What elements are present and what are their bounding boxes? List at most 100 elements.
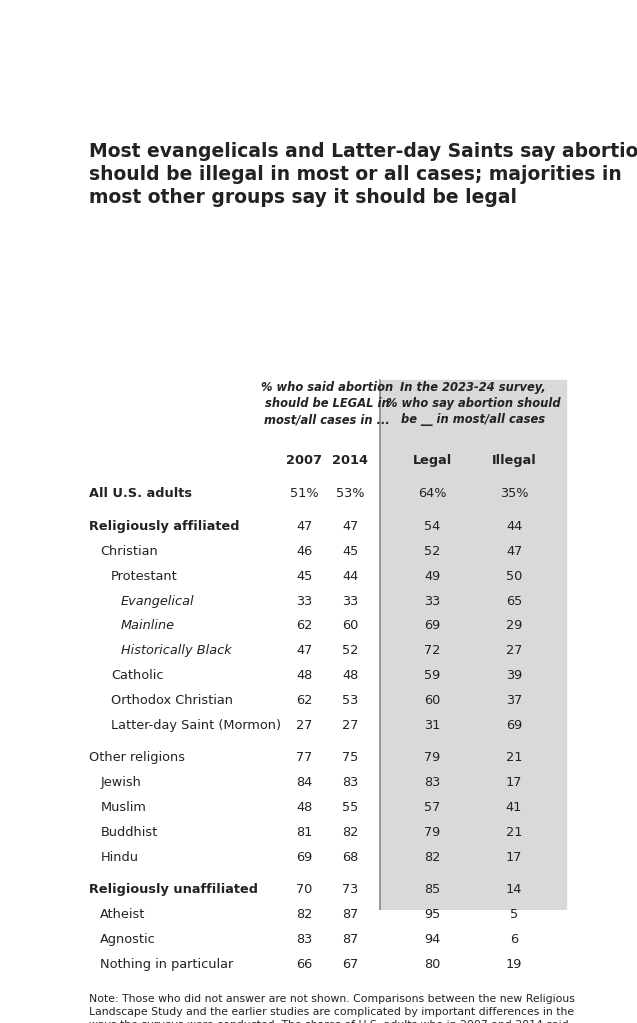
Text: Atheist: Atheist xyxy=(101,908,146,921)
Text: Religiously unaffiliated: Religiously unaffiliated xyxy=(89,883,259,896)
Text: 65: 65 xyxy=(506,594,522,608)
Text: 53%: 53% xyxy=(336,488,364,500)
Text: 80: 80 xyxy=(424,958,441,971)
Text: 79: 79 xyxy=(424,826,441,839)
Text: 33: 33 xyxy=(296,594,312,608)
Text: 48: 48 xyxy=(296,801,312,814)
Text: 68: 68 xyxy=(342,850,358,863)
Text: 57: 57 xyxy=(424,801,441,814)
Text: 87: 87 xyxy=(342,908,358,921)
Text: 45: 45 xyxy=(296,570,312,583)
Text: 14: 14 xyxy=(506,883,522,896)
Text: 44: 44 xyxy=(506,520,522,533)
Text: 21: 21 xyxy=(506,826,522,839)
Text: 83: 83 xyxy=(296,933,312,946)
Text: 41: 41 xyxy=(506,801,522,814)
Text: Christian: Christian xyxy=(101,545,158,558)
Text: 2007: 2007 xyxy=(286,453,322,466)
Text: 54: 54 xyxy=(424,520,441,533)
Text: Orthodox Christian: Orthodox Christian xyxy=(111,694,233,707)
Text: 50: 50 xyxy=(506,570,522,583)
Text: Agnostic: Agnostic xyxy=(101,933,156,946)
Text: 21: 21 xyxy=(506,751,522,764)
Text: 33: 33 xyxy=(342,594,358,608)
Text: 82: 82 xyxy=(342,826,359,839)
Text: 6: 6 xyxy=(510,933,518,946)
Text: 69: 69 xyxy=(506,719,522,731)
Text: 70: 70 xyxy=(296,883,312,896)
Text: 83: 83 xyxy=(424,776,441,789)
Text: 52: 52 xyxy=(342,644,359,657)
Text: 2014: 2014 xyxy=(332,453,368,466)
Text: 69: 69 xyxy=(424,619,441,632)
Text: Other religions: Other religions xyxy=(89,751,185,764)
Text: 73: 73 xyxy=(342,883,358,896)
Text: 44: 44 xyxy=(342,570,358,583)
Text: 85: 85 xyxy=(424,883,441,896)
Text: 82: 82 xyxy=(296,908,312,921)
Text: 48: 48 xyxy=(342,669,358,682)
Text: 45: 45 xyxy=(342,545,358,558)
Text: 84: 84 xyxy=(296,776,312,789)
Text: Illegal: Illegal xyxy=(492,453,536,466)
Text: Jewish: Jewish xyxy=(101,776,141,789)
Text: 79: 79 xyxy=(424,751,441,764)
Text: Mainline: Mainline xyxy=(121,619,175,632)
Text: 77: 77 xyxy=(296,751,312,764)
Text: 17: 17 xyxy=(506,850,522,863)
Text: 64%: 64% xyxy=(419,488,447,500)
Text: 35%: 35% xyxy=(500,488,528,500)
Text: 81: 81 xyxy=(296,826,312,839)
Text: Nothing in particular: Nothing in particular xyxy=(101,958,234,971)
Text: 51%: 51% xyxy=(290,488,318,500)
Text: 5: 5 xyxy=(510,908,518,921)
Text: 47: 47 xyxy=(296,520,312,533)
Text: Protestant: Protestant xyxy=(111,570,178,583)
Text: 87: 87 xyxy=(342,933,358,946)
Text: 46: 46 xyxy=(296,545,312,558)
Text: 53: 53 xyxy=(342,694,358,707)
Text: 48: 48 xyxy=(296,669,312,682)
Text: 95: 95 xyxy=(424,908,441,921)
Text: 94: 94 xyxy=(424,933,441,946)
Text: 66: 66 xyxy=(296,958,312,971)
Text: Historically Black: Historically Black xyxy=(121,644,232,657)
Text: 75: 75 xyxy=(342,751,358,764)
Bar xyxy=(380,380,566,983)
Text: 72: 72 xyxy=(424,644,441,657)
Text: 62: 62 xyxy=(296,619,312,632)
Text: Catholic: Catholic xyxy=(111,669,164,682)
Text: 83: 83 xyxy=(342,776,358,789)
Text: Hindu: Hindu xyxy=(101,850,138,863)
Text: Note: Those who did not answer are not shown. Comparisons between the new Religi: Note: Those who did not answer are not s… xyxy=(89,994,575,1023)
Text: 19: 19 xyxy=(506,958,522,971)
Text: Most evangelicals and Latter-day Saints say abortion
should be illegal in most o: Most evangelicals and Latter-day Saints … xyxy=(89,142,637,207)
Text: 29: 29 xyxy=(506,619,522,632)
Text: 59: 59 xyxy=(424,669,441,682)
Text: 33: 33 xyxy=(424,594,441,608)
Text: 60: 60 xyxy=(424,694,441,707)
Text: 37: 37 xyxy=(506,694,522,707)
Text: 47: 47 xyxy=(506,545,522,558)
Text: Evangelical: Evangelical xyxy=(121,594,195,608)
Text: 49: 49 xyxy=(424,570,441,583)
Text: 69: 69 xyxy=(296,850,312,863)
Text: 27: 27 xyxy=(296,719,312,731)
Text: 31: 31 xyxy=(424,719,441,731)
Text: 17: 17 xyxy=(506,776,522,789)
Text: % who said abortion
should be LEGAL in
most/all cases in ...: % who said abortion should be LEGAL in m… xyxy=(261,382,393,427)
Text: 27: 27 xyxy=(506,644,522,657)
Text: 52: 52 xyxy=(424,545,441,558)
Text: Latter-day Saint (Mormon): Latter-day Saint (Mormon) xyxy=(111,719,282,731)
Text: 55: 55 xyxy=(342,801,358,814)
Text: Muslim: Muslim xyxy=(101,801,147,814)
Text: Legal: Legal xyxy=(413,453,452,466)
Text: Buddhist: Buddhist xyxy=(101,826,157,839)
Text: 47: 47 xyxy=(342,520,358,533)
Text: 62: 62 xyxy=(296,694,312,707)
Text: 47: 47 xyxy=(296,644,312,657)
Text: In the 2023-24 survey,
% who say abortion should
be __ in most/all cases: In the 2023-24 survey, % who say abortio… xyxy=(386,382,561,427)
Text: Religiously affiliated: Religiously affiliated xyxy=(89,520,240,533)
Text: All U.S. adults: All U.S. adults xyxy=(89,488,192,500)
Text: 27: 27 xyxy=(342,719,359,731)
